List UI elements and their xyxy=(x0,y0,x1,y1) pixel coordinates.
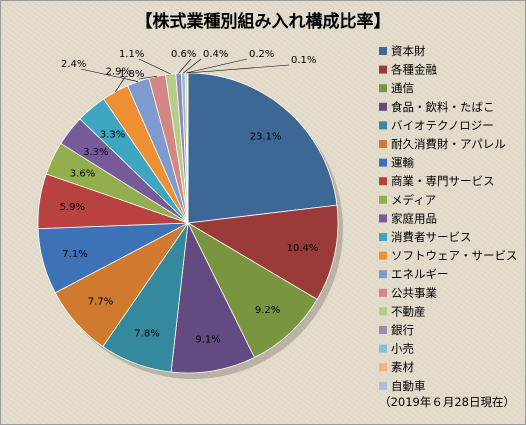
legend-entry: 通信 xyxy=(391,81,414,95)
leader-line xyxy=(187,64,290,74)
slice-value-label: 5.9% xyxy=(60,202,85,213)
legend-swatch xyxy=(379,307,387,316)
chart-title: 【株式業種別組み入れ構成比率】 xyxy=(136,11,391,32)
legend-swatch xyxy=(379,121,387,130)
legend-entry: 各種金融 xyxy=(391,63,437,77)
slice-value-label: 9.1% xyxy=(195,334,220,345)
legend-entry: メディア xyxy=(391,193,436,207)
slice-value-label: 1.8% xyxy=(119,69,144,80)
slice-value-label: 7.7% xyxy=(88,297,113,308)
pie-slices xyxy=(37,72,343,379)
as-of-date-note: （2019年６月28日現在） xyxy=(379,395,515,409)
legend: 資本財各種金融通信食品・飲料・たばこバイオテクノロジー耐久消費財・アパレル運輸商… xyxy=(379,44,518,393)
legend-entry: ソフトウェア・サービス xyxy=(391,249,518,263)
legend-entry: 公共事業 xyxy=(391,286,437,300)
pie-slice xyxy=(187,72,338,224)
legend-entry: 資本財 xyxy=(391,44,426,58)
slice-value-labels: 23.1% 10.4% 9.2% 9.1% 7.8% 7.7% 7.1% 5.9% 3.6% 3.… xyxy=(60,49,319,345)
legend-entry: 耐久消費財・アパレル xyxy=(391,137,506,151)
pie-slice xyxy=(186,204,339,300)
legend-swatch xyxy=(379,288,387,297)
slice-value-label: 7.8% xyxy=(134,329,159,340)
leader-lines xyxy=(80,58,290,92)
slice-value-label: 23.1% xyxy=(250,132,282,143)
slice-value-label: 0.2% xyxy=(249,49,274,60)
leader-line xyxy=(178,58,192,74)
slice-value-label: 0.4% xyxy=(203,49,228,60)
leader-line xyxy=(115,76,126,92)
legend-entry: 消費者サービス xyxy=(391,230,472,244)
slice-value-label: 7.1% xyxy=(62,249,87,260)
legend-entry: 素材 xyxy=(391,360,414,374)
slice-value-label: 3.3% xyxy=(100,130,125,141)
legend-entry: 銀行 xyxy=(391,323,414,337)
leader-line xyxy=(138,58,171,75)
legend-entry: 食品・飲料・たばこ xyxy=(391,100,495,114)
legend-swatch xyxy=(379,344,387,353)
legend-swatch xyxy=(379,158,387,167)
slice-value-label: 2.4% xyxy=(61,59,86,70)
slice-value-label: 10.4% xyxy=(287,243,319,254)
slice-value-label: 0.1% xyxy=(291,55,316,66)
leader-line xyxy=(138,75,158,80)
leader-line xyxy=(80,68,139,82)
legend-swatch xyxy=(379,65,387,74)
slice-value-label: 3.3% xyxy=(83,147,108,158)
legend-swatch xyxy=(379,251,387,260)
legend-swatch xyxy=(379,84,387,93)
legend-swatch xyxy=(379,363,387,372)
slice-value-label: 3.6% xyxy=(70,169,95,180)
legend-swatch xyxy=(379,270,387,279)
legend-swatch xyxy=(379,214,387,223)
legend-entry: 運輸 xyxy=(391,156,414,170)
legend-entry: 自動車 xyxy=(391,379,426,393)
leader-line xyxy=(183,58,202,74)
legend-entry: 商業・専門サービス xyxy=(391,174,495,188)
legend-entry: 家庭用品 xyxy=(391,211,437,225)
legend-swatch xyxy=(379,177,387,186)
slice-value-label: 1.1% xyxy=(119,49,144,60)
legend-swatch xyxy=(379,326,387,334)
slice-value-label: 2.9% xyxy=(106,66,131,77)
slice-value-label: 0.6% xyxy=(171,49,196,60)
legend-entry: バイオテクノロジー xyxy=(391,118,494,132)
pie-slice xyxy=(187,221,318,359)
legend-swatch xyxy=(379,195,387,204)
legend-swatch xyxy=(379,140,387,148)
leader-line xyxy=(186,58,248,74)
pie-slice xyxy=(170,221,255,374)
legend-entry: 不動産 xyxy=(391,304,426,318)
slice-value-label: 9.2% xyxy=(255,305,280,316)
legend-swatch xyxy=(379,381,387,390)
legend-entry: エネルギー xyxy=(391,267,449,281)
legend-entry: 小売 xyxy=(391,342,414,356)
legend-swatch xyxy=(379,102,387,111)
legend-swatch xyxy=(379,47,387,55)
legend-swatch xyxy=(379,233,387,241)
